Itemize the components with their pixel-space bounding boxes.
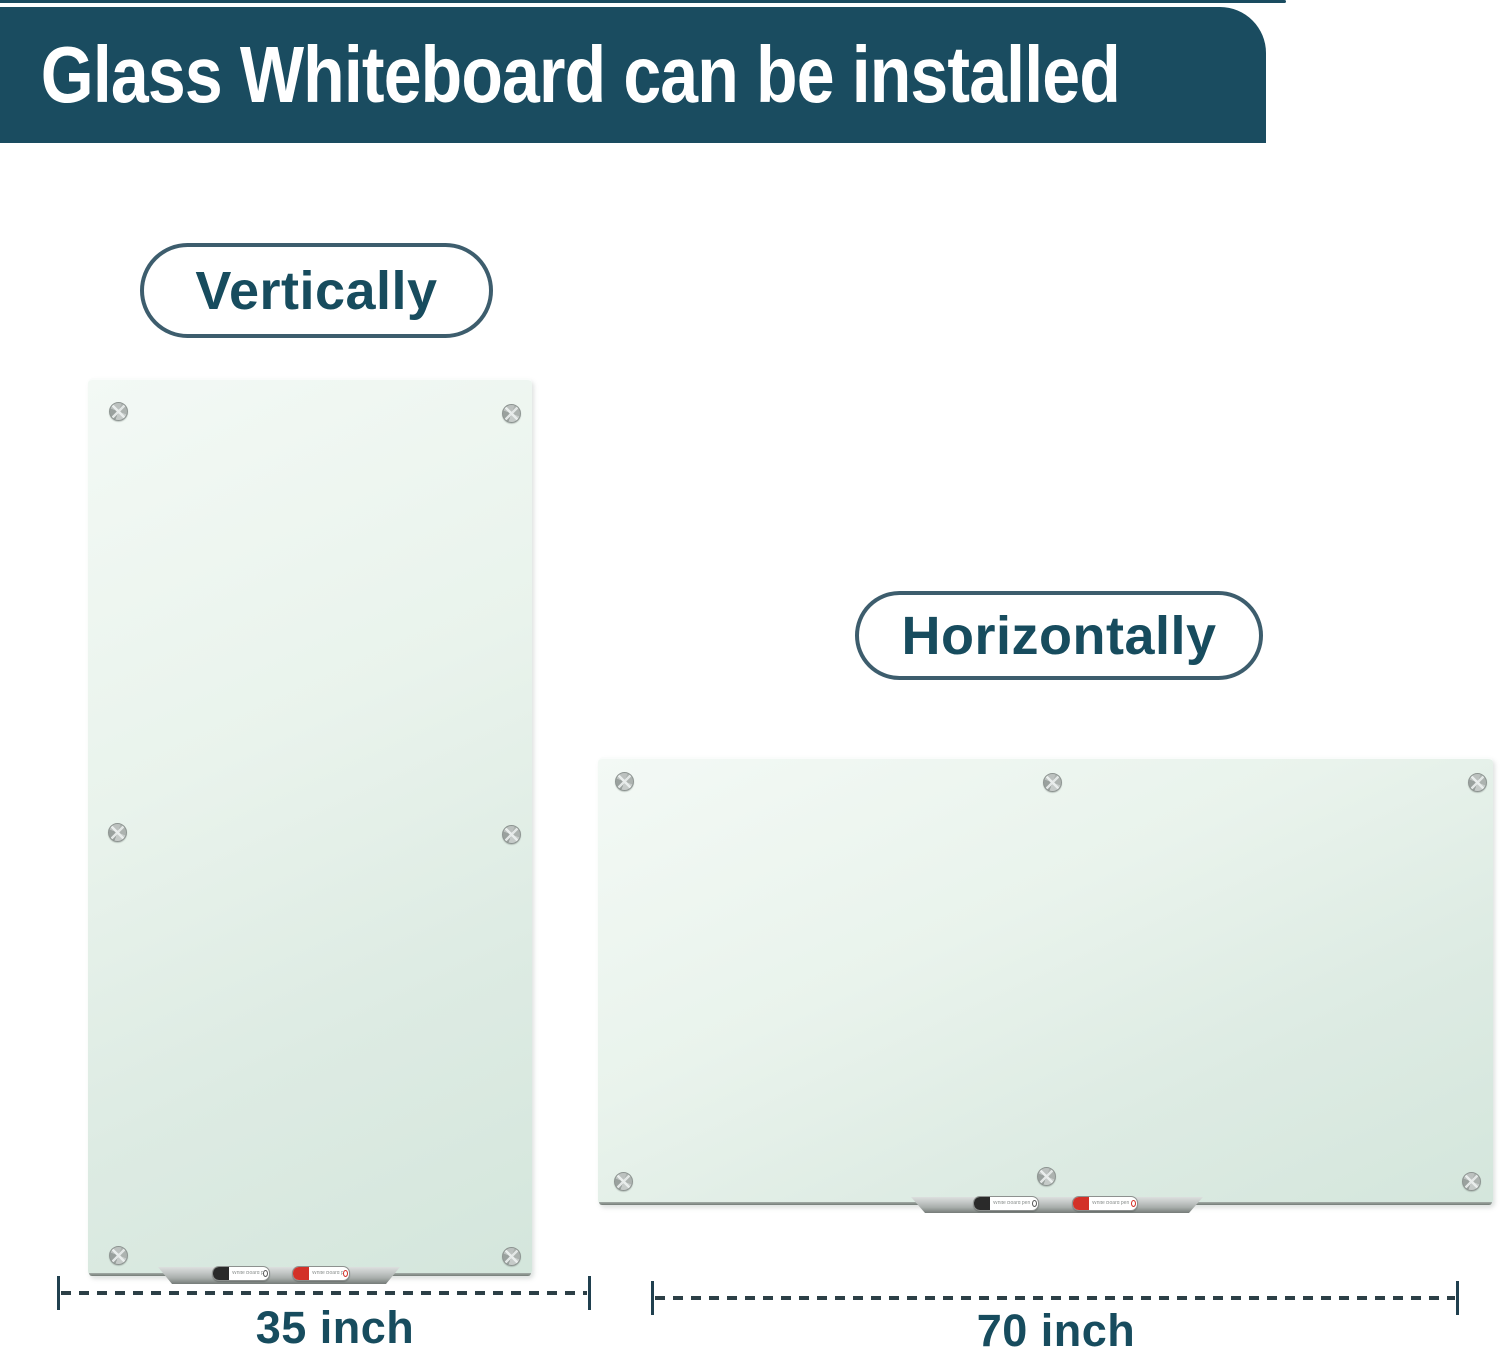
marker-tip bbox=[1032, 1200, 1037, 1207]
marker-tray bbox=[911, 1197, 1203, 1213]
black-marker: White Board pen bbox=[212, 1266, 270, 1281]
dimension-line-70 bbox=[651, 1281, 1459, 1315]
mounting-screw-icon bbox=[614, 1172, 633, 1191]
dimension-line-35 bbox=[57, 1276, 591, 1310]
vertically-label-text: Vertically bbox=[195, 260, 438, 321]
mounting-screw-icon bbox=[109, 402, 128, 421]
dimension-tick bbox=[651, 1281, 654, 1315]
dimension-tick bbox=[588, 1276, 591, 1310]
marker-cap bbox=[293, 1267, 309, 1280]
marker-tip bbox=[1131, 1200, 1136, 1207]
mounting-screw-icon bbox=[108, 823, 127, 842]
mounting-screw-icon bbox=[502, 404, 521, 423]
marker-tip bbox=[343, 1270, 348, 1277]
page-title: Glass Whiteboard can be installed bbox=[40, 30, 1121, 119]
mounting-screw-icon bbox=[615, 772, 634, 791]
horizontal-whiteboard bbox=[598, 757, 1493, 1205]
horizontally-label-text: Horizontally bbox=[901, 605, 1217, 666]
marker-brand-text: White Board pen bbox=[1092, 1201, 1130, 1206]
red-marker: White Board pen bbox=[1072, 1196, 1138, 1211]
mounting-screw-icon bbox=[1462, 1172, 1481, 1191]
mounting-screw-icon bbox=[109, 1246, 128, 1265]
dimension-tick bbox=[1456, 1281, 1459, 1315]
mounting-screw-icon bbox=[502, 1247, 521, 1266]
dimension-tick bbox=[57, 1276, 60, 1310]
width-label-35: 35 inch bbox=[255, 1302, 415, 1349]
marker-cap bbox=[974, 1197, 990, 1210]
mounting-screw-icon bbox=[1043, 773, 1062, 792]
width-label-70: 70 inch bbox=[976, 1305, 1136, 1349]
dimension-dashes bbox=[61, 1291, 587, 1295]
marker-tip bbox=[263, 1270, 268, 1277]
dimension-dashes bbox=[655, 1296, 1455, 1300]
mounting-screw-icon bbox=[502, 825, 521, 844]
title-banner: Glass Whiteboard can be installed bbox=[0, 7, 1266, 143]
marker-brand-text: White Board pen bbox=[993, 1201, 1031, 1206]
top-accent-line bbox=[0, 0, 1286, 3]
mounting-screw-icon bbox=[1468, 773, 1487, 792]
horizontally-label-pill: Horizontally bbox=[855, 591, 1263, 680]
red-marker: White Board pen bbox=[292, 1266, 350, 1281]
black-marker: White Board pen bbox=[973, 1196, 1039, 1211]
marker-brand-text: White Board pen bbox=[232, 1271, 263, 1276]
mounting-screw-icon bbox=[1037, 1167, 1056, 1186]
marker-cap bbox=[1073, 1197, 1089, 1210]
vertically-label-pill: Vertically bbox=[140, 243, 493, 338]
vertical-whiteboard bbox=[88, 378, 532, 1276]
marker-brand-text: White Board pen bbox=[312, 1271, 343, 1276]
marker-cap bbox=[213, 1267, 229, 1280]
